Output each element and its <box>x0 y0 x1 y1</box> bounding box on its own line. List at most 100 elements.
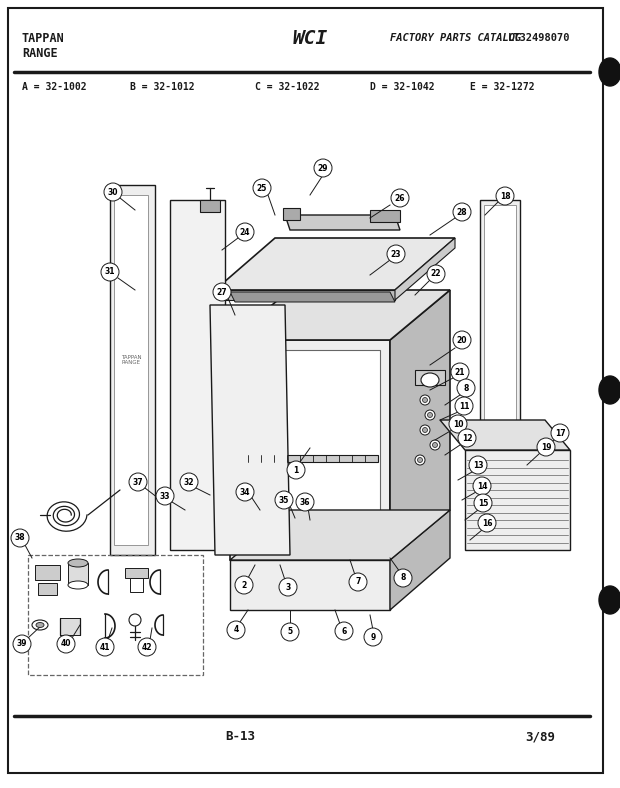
Circle shape <box>101 263 119 281</box>
Ellipse shape <box>422 428 428 433</box>
Text: 30: 30 <box>108 188 118 196</box>
Circle shape <box>469 456 487 474</box>
Text: 25: 25 <box>257 184 267 192</box>
Text: 27: 27 <box>216 288 228 296</box>
Circle shape <box>129 473 147 491</box>
Polygon shape <box>215 238 455 290</box>
Polygon shape <box>230 340 390 560</box>
Text: 1: 1 <box>293 466 299 474</box>
Text: 39: 39 <box>17 640 27 649</box>
Polygon shape <box>484 205 516 515</box>
Circle shape <box>275 491 293 509</box>
Text: 42: 42 <box>142 642 153 652</box>
Polygon shape <box>465 450 570 550</box>
Polygon shape <box>240 350 380 550</box>
Text: LT32498070: LT32498070 <box>508 33 570 43</box>
Text: 34: 34 <box>240 488 250 496</box>
Circle shape <box>449 415 467 433</box>
Polygon shape <box>395 238 455 300</box>
Ellipse shape <box>36 623 44 627</box>
Text: 5: 5 <box>288 627 293 637</box>
Circle shape <box>349 573 367 591</box>
Circle shape <box>458 429 476 447</box>
Circle shape <box>57 635 75 653</box>
Circle shape <box>11 529 29 547</box>
Ellipse shape <box>421 373 439 387</box>
Polygon shape <box>125 568 148 578</box>
Polygon shape <box>170 200 225 550</box>
Circle shape <box>287 461 305 479</box>
Circle shape <box>364 628 382 646</box>
Ellipse shape <box>599 586 620 614</box>
Polygon shape <box>245 455 378 462</box>
Text: 22: 22 <box>431 269 441 278</box>
Circle shape <box>455 397 473 415</box>
Circle shape <box>235 576 253 594</box>
Polygon shape <box>68 563 88 585</box>
Polygon shape <box>230 292 395 302</box>
Text: 3: 3 <box>285 582 291 592</box>
Polygon shape <box>230 510 450 560</box>
Text: 31: 31 <box>105 267 115 277</box>
Polygon shape <box>370 210 400 222</box>
Circle shape <box>138 638 156 656</box>
Circle shape <box>281 623 299 641</box>
Text: 4: 4 <box>233 626 239 634</box>
Circle shape <box>427 265 445 283</box>
Bar <box>28 555 203 675</box>
Ellipse shape <box>599 58 620 86</box>
Circle shape <box>156 487 174 505</box>
Ellipse shape <box>425 410 435 420</box>
Ellipse shape <box>420 425 430 435</box>
Ellipse shape <box>422 397 428 403</box>
Polygon shape <box>230 560 390 610</box>
Text: WCI: WCI <box>293 28 327 47</box>
Circle shape <box>180 473 198 491</box>
Circle shape <box>227 621 245 639</box>
Text: 40: 40 <box>61 640 71 649</box>
Circle shape <box>13 635 31 653</box>
Text: 7: 7 <box>355 578 361 586</box>
Text: 21: 21 <box>454 367 465 377</box>
Polygon shape <box>230 290 450 340</box>
Ellipse shape <box>32 620 48 630</box>
Text: 26: 26 <box>395 194 405 203</box>
Text: 3/89: 3/89 <box>525 730 555 743</box>
Text: 8: 8 <box>401 574 405 582</box>
Text: 38: 38 <box>15 533 25 542</box>
Polygon shape <box>440 420 570 450</box>
Text: FACTORY PARTS CATALOG: FACTORY PARTS CATALOG <box>390 33 521 43</box>
Circle shape <box>296 493 314 511</box>
Ellipse shape <box>433 443 438 448</box>
Circle shape <box>457 379 475 397</box>
Text: A = 32-1002: A = 32-1002 <box>22 82 87 92</box>
Text: C = 32-1022: C = 32-1022 <box>255 82 320 92</box>
Text: 36: 36 <box>299 497 310 507</box>
Circle shape <box>478 514 496 532</box>
Text: 10: 10 <box>453 419 463 429</box>
Circle shape <box>314 159 332 177</box>
Text: 12: 12 <box>462 433 472 443</box>
Polygon shape <box>38 583 57 595</box>
Polygon shape <box>210 305 290 555</box>
Circle shape <box>496 187 514 205</box>
Text: 29: 29 <box>317 163 328 173</box>
Text: TAPPAN: TAPPAN <box>22 32 64 45</box>
Text: 23: 23 <box>391 250 401 258</box>
Text: 19: 19 <box>541 443 551 452</box>
Text: 37: 37 <box>133 478 143 486</box>
Circle shape <box>279 578 297 596</box>
Circle shape <box>391 189 409 207</box>
Polygon shape <box>415 370 445 385</box>
Text: B = 32-1012: B = 32-1012 <box>130 82 195 92</box>
Circle shape <box>551 424 569 442</box>
Circle shape <box>335 622 353 640</box>
Text: 11: 11 <box>459 402 469 411</box>
Text: D = 32-1042: D = 32-1042 <box>370 82 435 92</box>
Text: 14: 14 <box>477 481 487 490</box>
Ellipse shape <box>420 395 430 405</box>
Circle shape <box>394 569 412 587</box>
Polygon shape <box>285 215 400 230</box>
Polygon shape <box>35 565 60 580</box>
Text: 17: 17 <box>555 429 565 437</box>
